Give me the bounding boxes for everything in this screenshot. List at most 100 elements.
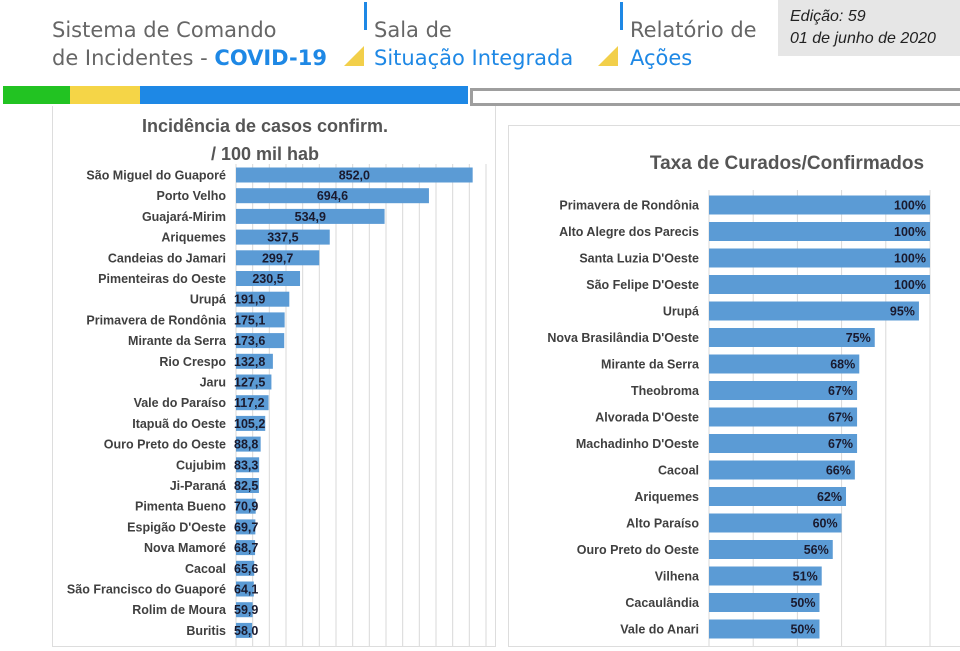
bar (236, 333, 285, 349)
bar (709, 593, 820, 612)
bar (236, 250, 320, 266)
category-label: Candeias do Jamari (108, 251, 226, 265)
system-prefix: de Incidentes - (52, 46, 215, 70)
category-label: Urupá (190, 293, 226, 307)
edition-date: 01 de junho de 2020 (790, 30, 936, 47)
bar (236, 167, 473, 183)
data-label: 299,7 (262, 251, 293, 265)
category-label: Primavera de Rondônia (559, 199, 700, 213)
category-label: Primavera de Rondônia (86, 313, 227, 327)
bar (709, 248, 930, 268)
category-label: São Felipe D'Oeste (586, 278, 699, 292)
bar (236, 395, 269, 411)
category-label: Nova Mamoré (144, 541, 226, 555)
data-label: 62% (817, 490, 842, 504)
category-label: Ji-Paraná (170, 479, 226, 493)
category-label: Jaru (200, 376, 226, 390)
category-label: Ouro Preto do Oeste (104, 438, 226, 452)
bar (236, 374, 272, 390)
stripe-gray (470, 88, 960, 106)
category-label: Ouro Preto do Oeste (577, 543, 699, 557)
category-label: Vale do Paraíso (134, 396, 227, 410)
category-label: Alvorada D'Oeste (595, 411, 699, 425)
bar (709, 566, 822, 586)
data-label: 230,5 (252, 272, 283, 286)
data-label: 173,6 (234, 334, 265, 348)
category-label: Mirante da Serra (128, 334, 227, 348)
bar (236, 271, 301, 286)
bar (236, 353, 273, 369)
system-title-line2: de Incidentes - COVID-19 (52, 44, 327, 72)
incidence-chart: São Miguel do Guaporé 852,0 Porto Velho 694… (67, 116, 487, 646)
report-title-line1: Relatório de (630, 18, 757, 42)
category-label: Cacoal (185, 562, 226, 576)
category-label: Urupá (663, 305, 699, 319)
category-label: Ariquemes (634, 490, 699, 504)
data-label: 68,7 (234, 541, 258, 555)
bar (709, 381, 858, 400)
data-label: 65,6 (234, 562, 258, 576)
bar (236, 188, 429, 204)
bar (236, 457, 260, 473)
chart-title-line2: / 100 mil hab (211, 144, 319, 164)
data-label: 67% (828, 411, 853, 425)
data-label: 100% (894, 199, 926, 213)
report-title-line2: Ações (630, 46, 693, 70)
stripe-blue (140, 86, 468, 104)
data-label: 117,2 (234, 396, 265, 410)
data-label: 66% (826, 464, 851, 478)
category-label: Santa Luzia D'Oeste (579, 252, 699, 266)
category-label: Cujubim (176, 458, 226, 472)
category-label: Ariquemes (161, 231, 226, 245)
category-label: Cacoal (658, 464, 699, 478)
data-label: 105,2 (234, 417, 265, 431)
data-label: 132,8 (234, 355, 265, 369)
bar (236, 415, 266, 431)
bar (709, 407, 858, 427)
report-title: Relatório de Ações (630, 16, 757, 72)
category-label: Guajará-Mirim (142, 210, 226, 224)
category-label: Pimenta Bueno (135, 500, 226, 514)
data-label: 59,9 (234, 603, 258, 617)
bar (236, 436, 261, 452)
bar (709, 487, 847, 506)
data-label: 50% (790, 623, 815, 637)
category-label: Buritis (186, 624, 226, 638)
cure-rate-chart: Primavera de Rondônia 100% Alto Alegre dos… (547, 153, 931, 646)
bar (709, 275, 930, 294)
data-label: 83,3 (234, 458, 258, 472)
bar (236, 581, 254, 597)
bar (236, 622, 253, 638)
system-title: Sistema de Comando de Incidentes - COVID… (52, 16, 327, 72)
bar (236, 602, 253, 618)
data-label: 175,1 (234, 313, 265, 327)
category-label: Porto Velho (157, 189, 227, 203)
data-label: 58,0 (234, 624, 258, 638)
data-label: 337,5 (267, 231, 298, 245)
stripe-yellow (70, 86, 140, 104)
category-label: Espigão D'Oeste (127, 520, 226, 534)
room-title: Sala de Situação Integrada (374, 16, 573, 72)
category-label: Theobroma (631, 384, 700, 398)
data-label: 64,1 (234, 583, 258, 597)
data-label: 56% (804, 543, 829, 557)
bar (236, 519, 256, 535)
bar (709, 301, 919, 321)
triangle-decoration-icon (344, 46, 364, 66)
chart-title-line1: Incidência de casos confirm. (142, 116, 388, 136)
category-label: Nova Brasilândia D'Oeste (547, 331, 699, 345)
bar (709, 222, 930, 241)
data-label: 69,7 (234, 520, 258, 534)
category-label: São Miguel do Guaporé (86, 169, 226, 183)
bar (236, 312, 285, 328)
divider-line (620, 2, 623, 30)
category-label: Cacaulândia (625, 596, 700, 610)
bar (709, 195, 930, 215)
chart-title: Taxa de Curados/Confirmados (650, 153, 924, 174)
category-label: Pimenteiras do Oeste (98, 272, 226, 286)
category-label: São Francisco do Guaporé (67, 583, 226, 597)
data-label: 534,9 (295, 210, 326, 224)
bar (236, 229, 330, 245)
data-label: 51% (793, 570, 818, 584)
data-label: 191,9 (234, 293, 265, 307)
